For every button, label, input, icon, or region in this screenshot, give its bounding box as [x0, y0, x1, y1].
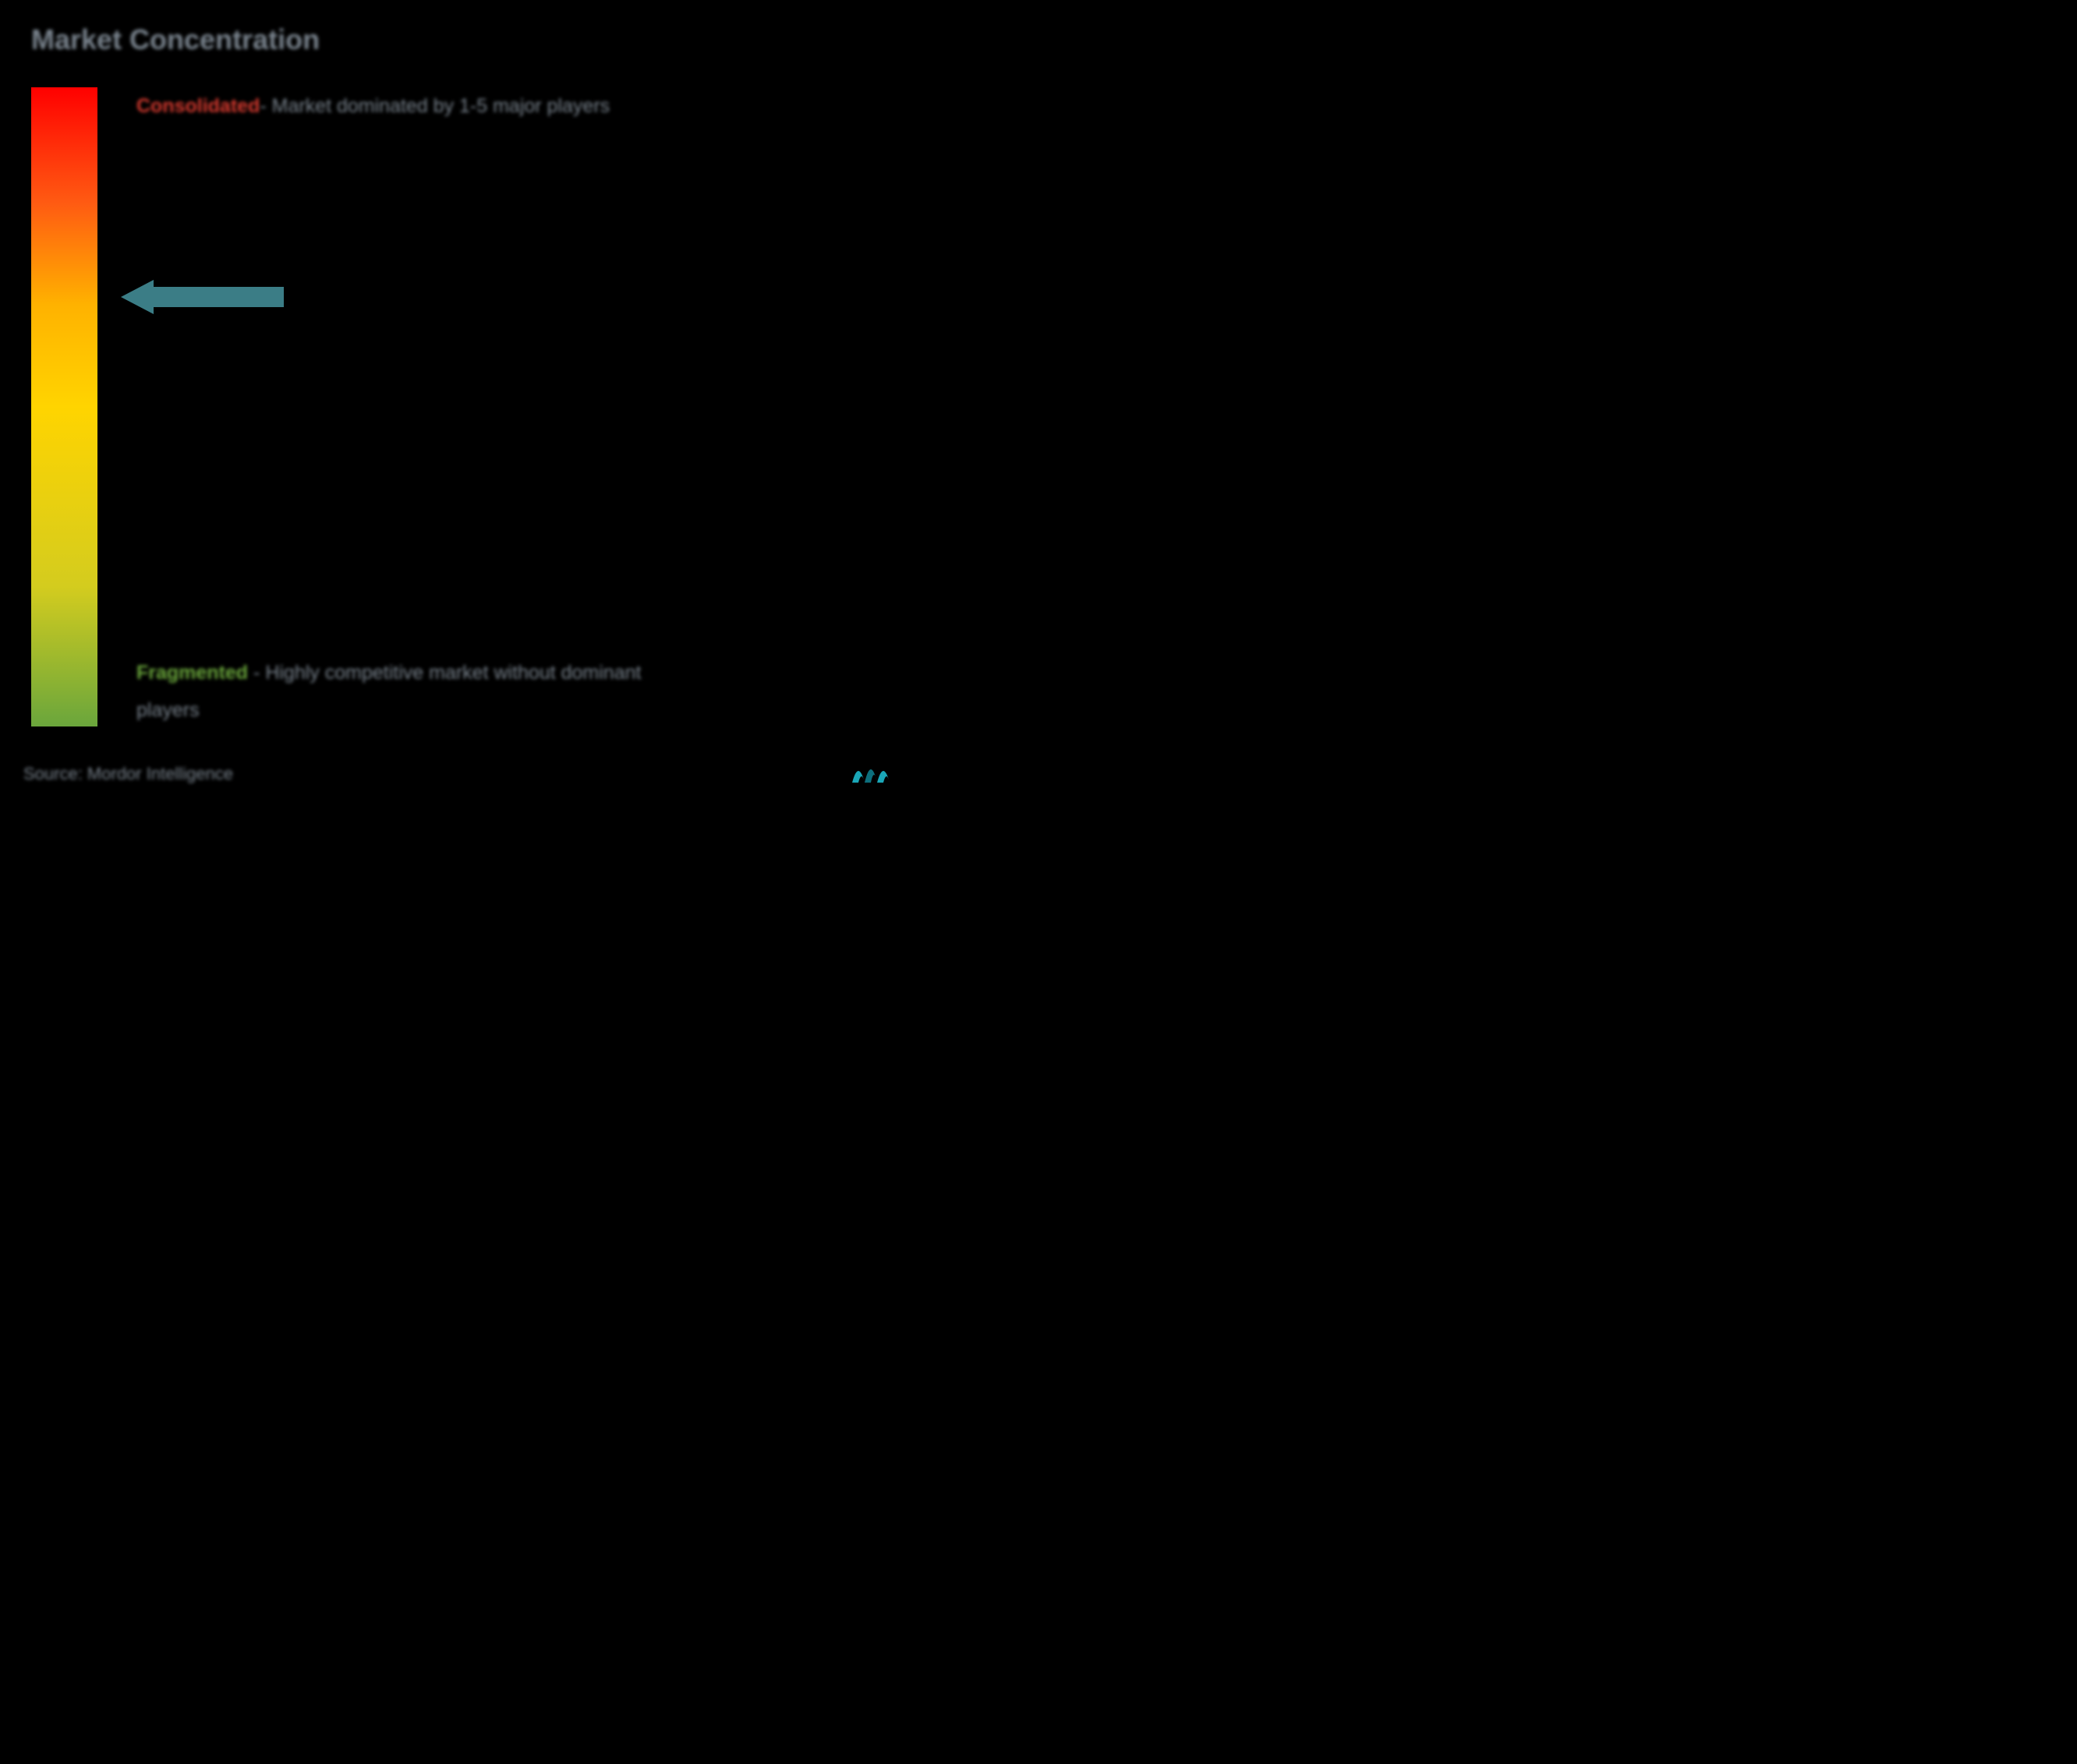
arrow-head	[121, 280, 154, 314]
logo-wave-mid	[865, 769, 877, 783]
consolidated-desc: Market dominated by 1-5 major players	[272, 95, 610, 117]
consolidated-annotation: Consolidated- Market dominated by 1-5 ma…	[136, 92, 610, 122]
logo-wave-left	[852, 771, 865, 783]
source-text: Source: Mordor Intelligence	[23, 764, 233, 784]
chart-container: Market Concentration Consolidated- Marke…	[0, 0, 947, 804]
chart-title: Market Concentration	[31, 23, 924, 56]
consolidated-separator: -	[260, 95, 271, 117]
consolidated-key: Consolidated	[136, 95, 260, 117]
logo-wave-right	[877, 771, 890, 783]
concentration-gradient-bar	[31, 87, 97, 726]
mordor-logo-icon	[851, 755, 894, 786]
fragmented-key: Fragmented	[136, 662, 248, 684]
fragmented-separator: -	[248, 662, 265, 684]
chart-area: Consolidated- Market dominated by 1-5 ma…	[31, 87, 924, 726]
fragmented-annotation: Fragmented - Highly competitive market w…	[136, 655, 698, 729]
position-arrow-icon	[121, 278, 285, 316]
arrow-shaft	[153, 287, 284, 307]
